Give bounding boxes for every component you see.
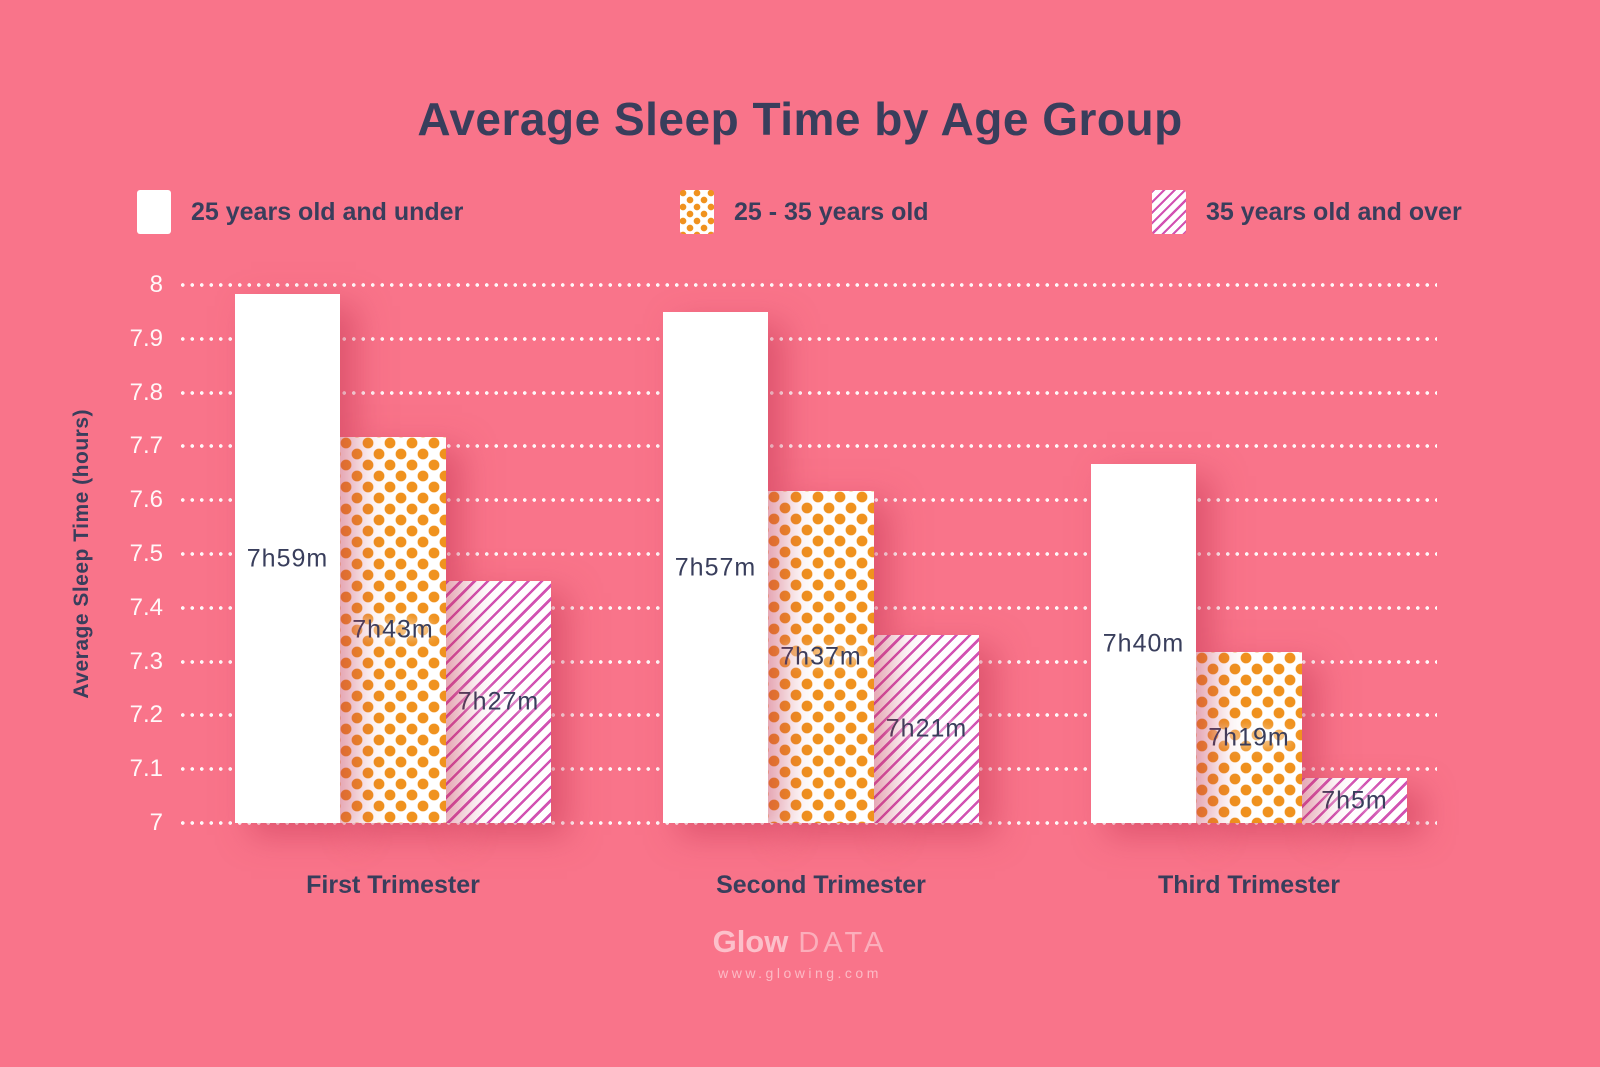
bar-g1-solid: 7h59m: [235, 294, 340, 823]
bar-g3-dots: 7h19m: [1196, 652, 1302, 823]
watermark: Glow DATA www.glowing.com: [0, 924, 1600, 981]
legend-swatch-dots-icon: [680, 190, 714, 234]
y-tick-label: 7.2: [129, 701, 163, 729]
y-tick-label: 7.3: [129, 647, 163, 675]
watermark-brand-suffix: DATA: [798, 927, 888, 959]
watermark-brand: Glow: [712, 924, 789, 959]
bar-value-label: 7h19m: [1208, 723, 1290, 751]
bar-g3-stripes: 7h5m: [1302, 778, 1407, 823]
y-tick-label: 8: [149, 271, 163, 298]
legend-label: 25 - 35 years old: [734, 197, 929, 226]
category-label: Third Trimester: [1158, 871, 1340, 899]
plot-area: 8 7.9 7.8 7.7 7.6 7.5 7.4 7.3 7.2 7.1 7 7h59m 7h43m 7…: [130, 271, 1437, 899]
bar-g3-solid: 7h40m: [1091, 464, 1196, 823]
category-label: First Trimester: [306, 871, 480, 899]
bar-g2-dots: 7h37m: [768, 491, 874, 823]
legend-label: 35 years old and over: [1206, 197, 1462, 226]
bar-g1-stripes: 7h27m: [446, 581, 551, 823]
legend-item-25-35: 25 - 35 years old: [680, 190, 929, 234]
y-tick-label: 7.5: [129, 540, 163, 567]
legend-item-over-35: 35 years old and over: [1152, 190, 1462, 234]
bar-value-label: 7h59m: [246, 544, 329, 572]
y-tick-label: 7.7: [129, 432, 163, 460]
watermark-url: www.glowing.com: [718, 964, 882, 981]
category-label: Second Trimester: [716, 871, 926, 899]
gridline: [178, 390, 1437, 395]
y-tick-label: 7.9: [129, 324, 163, 352]
gridline: [178, 821, 1437, 825]
y-tick-label: 7.8: [129, 378, 163, 406]
bar-value-label: 7h5m: [1321, 786, 1388, 814]
bar-g2-solid: 7h57m: [663, 312, 768, 823]
legend-label: 25 years old and under: [191, 197, 464, 226]
bar-g1-dots: 7h43m: [340, 437, 446, 823]
legend-swatch-solid-icon: [137, 190, 171, 234]
bar-group-3: 7h40m 7h19m 7h5m: [1091, 285, 1407, 823]
legend-swatch-stripes-icon: [1152, 190, 1186, 234]
gridline: [178, 336, 1437, 341]
page-title: Average Sleep Time by Age Group: [417, 93, 1183, 145]
bar-value-label: 7h37m: [780, 642, 862, 671]
legend-item-under-25: 25 years old and under: [137, 190, 463, 234]
bar-group-2: 7h57m 7h37m 7h21m: [663, 285, 979, 823]
bar-value-label: 7h21m: [885, 714, 968, 743]
bar-value-label: 7h40m: [1102, 629, 1185, 657]
bar-value-label: 7h43m: [352, 615, 434, 644]
bar-value-label: 7h27m: [457, 687, 540, 716]
y-tick-label: 7: [149, 809, 163, 836]
gridline: [178, 444, 1437, 449]
bar-group-1: 7h59m 7h43m 7h27m: [235, 285, 551, 823]
bar-g2-stripes: 7h21m: [874, 635, 979, 823]
gridline: [178, 283, 1437, 287]
bar-value-label: 7h57m: [674, 553, 757, 581]
y-tick-label: 7.6: [129, 486, 163, 514]
y-tick-label: 7.1: [129, 755, 163, 783]
y-tick-label: 7.4: [129, 593, 163, 621]
